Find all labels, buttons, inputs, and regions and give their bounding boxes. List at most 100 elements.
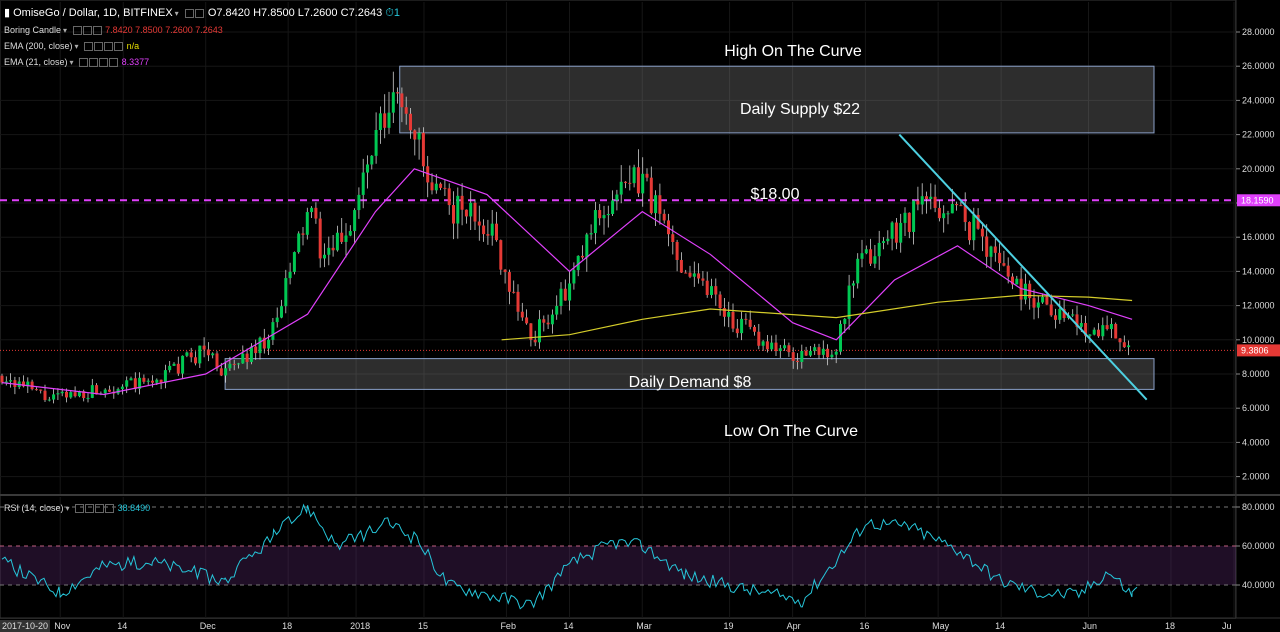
candle-body [477,221,481,226]
candle-body [598,210,602,219]
y-tick-label: 22.0000 [1242,130,1275,140]
symbol-title[interactable]: OmiseGo / Dollar, 1D, BITFINEX [13,7,173,19]
indicator-legend-ema21[interactable]: EMA (21, close) ▾ 8.3377 [4,57,149,68]
chevron-down-icon[interactable]: ▾ [69,58,74,67]
more-icon[interactable] [114,42,124,52]
price-levels [0,199,1236,351]
candle-body [267,339,271,349]
close-icon[interactable] [104,42,114,52]
x-tick-label: Feb [500,621,516,631]
candle-body [684,272,688,274]
candle-body [331,247,335,251]
candle-body [813,347,817,351]
candle-body [82,391,86,399]
y-tick-label: 8.0000 [1242,369,1270,379]
chevron-down-icon[interactable]: ▾ [74,42,79,51]
candle-body [847,285,851,319]
candle-body [434,183,438,191]
candle-body [529,323,533,340]
candle-body [899,222,903,243]
settings-icon[interactable] [94,42,104,52]
candle-body [26,381,30,387]
indicator-name: Boring Candle [4,25,62,35]
candle-body [873,256,877,264]
eye-icon[interactable] [184,8,194,18]
candle-body [219,368,223,376]
candle-body [0,375,4,383]
eye-icon[interactable] [79,58,89,68]
ema21-line [1,168,1133,396]
close-icon[interactable] [99,58,109,68]
ohlc-close-label: C [340,7,349,19]
indicator-name: EMA (21, close) [4,57,68,67]
chart-type-icon[interactable]: ▮ [4,7,11,19]
eye-icon[interactable] [72,26,82,36]
candle-body [120,386,124,390]
chevron-down-icon[interactable]: ▾ [174,9,179,18]
candle-body [163,370,167,383]
candle-body [714,286,718,295]
candle-body [692,273,696,277]
candle-body [963,205,967,223]
settings-icon[interactable] [85,504,95,514]
chevron-down-icon[interactable]: ▾ [65,504,70,513]
candle-body [361,172,365,195]
x-tick-label: 18 [1165,621,1175,631]
settings-icon[interactable] [82,26,92,36]
candle-body [1109,323,1113,330]
ohlc-low-label: L [297,7,304,19]
ema200-line [501,294,1133,341]
candle-body [404,107,408,114]
alarm-icon[interactable]: ⏱ [385,7,394,19]
symbol-legend: ▮ OmiseGo / Dollar, 1D, BITFINEX ▾ O7.842… [4,6,400,20]
close-icon[interactable] [92,26,102,36]
candle-body [224,368,228,376]
chevron-down-icon[interactable]: ▾ [63,26,68,35]
settings-icon[interactable] [89,58,99,68]
candle-body [271,322,275,340]
close-icon[interactable] [95,504,105,514]
candle-body [176,363,180,374]
candle-body [430,182,434,191]
candle-body [65,391,68,398]
ohlc-close-value: 7.2643 [348,7,383,19]
eye-icon[interactable] [84,42,94,52]
candle-body [464,209,468,217]
candle-body [275,317,279,323]
candle-body [1036,302,1040,308]
indicator-name: EMA (200, close) [4,41,73,51]
eye-icon[interactable] [75,504,85,514]
candle-body [1097,329,1100,337]
candle-body [675,241,679,260]
candle-body [611,200,615,214]
candle-body [108,389,111,392]
candle-body [211,353,215,356]
count-badge: 1 [393,7,400,19]
y-tick-label: 2.0000 [1242,472,1270,482]
candle-body [194,357,197,364]
candle-body [56,393,60,395]
candle-body [563,288,567,301]
candle-body [641,173,645,194]
annotation-demand: Daily Demand $8 [629,374,752,391]
indicator-legend-candle[interactable]: Boring Candle ▾ 7.8420 7.8500 7.2600 7.26… [4,25,223,36]
candle-body [1084,323,1088,336]
indicator-legend-ema200[interactable]: EMA (200, close) ▾ n/a [4,41,139,52]
more-icon[interactable] [105,504,115,514]
candle-body [52,394,56,400]
candle-body [826,348,830,358]
more-icon[interactable] [109,58,119,68]
settings-icon[interactable] [194,8,204,18]
candle-body [507,272,511,292]
candle-body [232,363,236,365]
rsi-legend[interactable]: RSI (14, close) ▾ 38.8490 [4,503,151,514]
candle-body [103,389,107,394]
candle-body [370,155,374,165]
y-tick-label: 24.0000 [1242,95,1275,105]
candle-body [718,294,722,309]
candle-body [60,391,64,394]
rsi-value: 38.8490 [117,503,151,513]
x-tick-label: 15 [418,621,428,631]
candle-body [821,348,825,355]
